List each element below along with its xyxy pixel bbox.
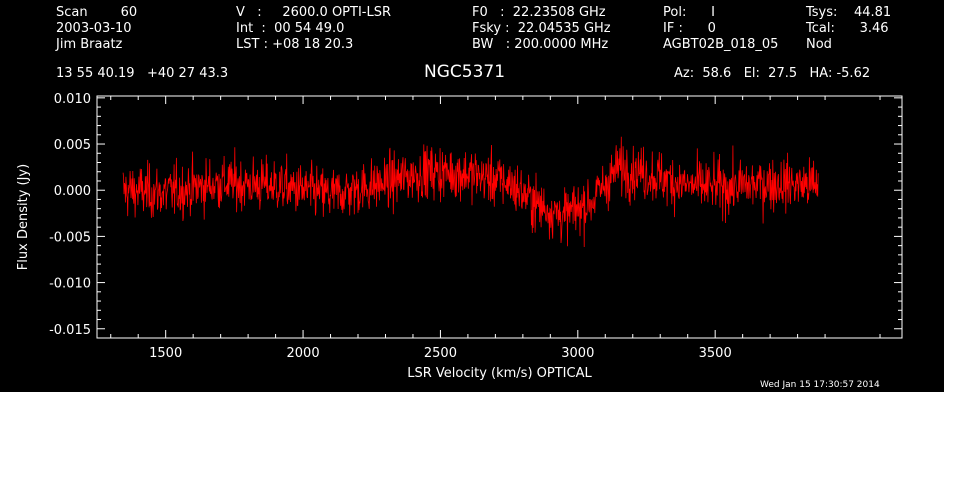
x-tick-label: 2500 xyxy=(424,346,457,361)
int-label: Int : 00 54 49.0 xyxy=(236,21,345,36)
y-tick-label: -0.010 xyxy=(49,277,91,292)
x-axis-label: LSR Velocity (km/s) OPTICAL xyxy=(407,366,592,381)
y-tick-label: 0.005 xyxy=(54,138,91,153)
plot-panel: Scan 60 2003-03-10 Jim Braatz V : 2600.0… xyxy=(0,0,944,392)
plot-frame xyxy=(96,95,903,339)
spectrum-chart: 1500 2000 2500 3000 3500 -0.015 -0.010 -0.005 0.… xyxy=(16,92,903,381)
x-tick-label: 2000 xyxy=(287,346,320,361)
bw-label: BW : 200.0000 MHz xyxy=(472,37,609,52)
timestamp-label: Wed Jan 15 17:30:57 2014 xyxy=(760,380,880,390)
nod-label: Nod xyxy=(806,37,832,52)
x-tick-label: 3000 xyxy=(561,346,594,361)
y-tick-label: -0.015 xyxy=(49,323,91,338)
project-label: AGBT02B_018_05 xyxy=(663,37,779,52)
velocity-label: V : 2600.0 OPTI-LSR xyxy=(236,5,392,20)
pol-label: Pol: I xyxy=(663,5,715,20)
y-tick-label: 0.010 xyxy=(54,92,91,107)
tcal-label: Tcal: 3.46 xyxy=(806,21,889,36)
coordinates-label: 13 55 40.19 +40 27 43.3 xyxy=(56,66,229,81)
date-label: 2003-03-10 xyxy=(56,21,132,36)
y-tick-label: -0.005 xyxy=(49,230,91,245)
x-tick-label: 1500 xyxy=(149,346,182,361)
y-tick-label: 0.000 xyxy=(54,184,91,199)
spectrum-line xyxy=(122,136,819,248)
lst-label: LST : +08 18 20.3 xyxy=(236,37,354,52)
if-label: IF : 0 xyxy=(663,21,716,36)
chart-title: NGC5371 xyxy=(424,62,506,82)
scan-label: Scan 60 xyxy=(56,5,138,20)
observer-label: Jim Braatz xyxy=(56,37,123,52)
tsys-label: Tsys: 44.81 xyxy=(806,5,892,20)
fsky-label: Fsky : 22.04535 GHz xyxy=(472,21,611,36)
f0-label: F0 : 22.23508 GHz xyxy=(472,5,606,20)
x-tick-label: 3500 xyxy=(699,346,732,361)
pointing-label: Az: 58.6 El: 27.5 HA: -5.62 xyxy=(674,66,871,81)
y-axis-label: Flux Density (Jy) xyxy=(16,164,31,270)
